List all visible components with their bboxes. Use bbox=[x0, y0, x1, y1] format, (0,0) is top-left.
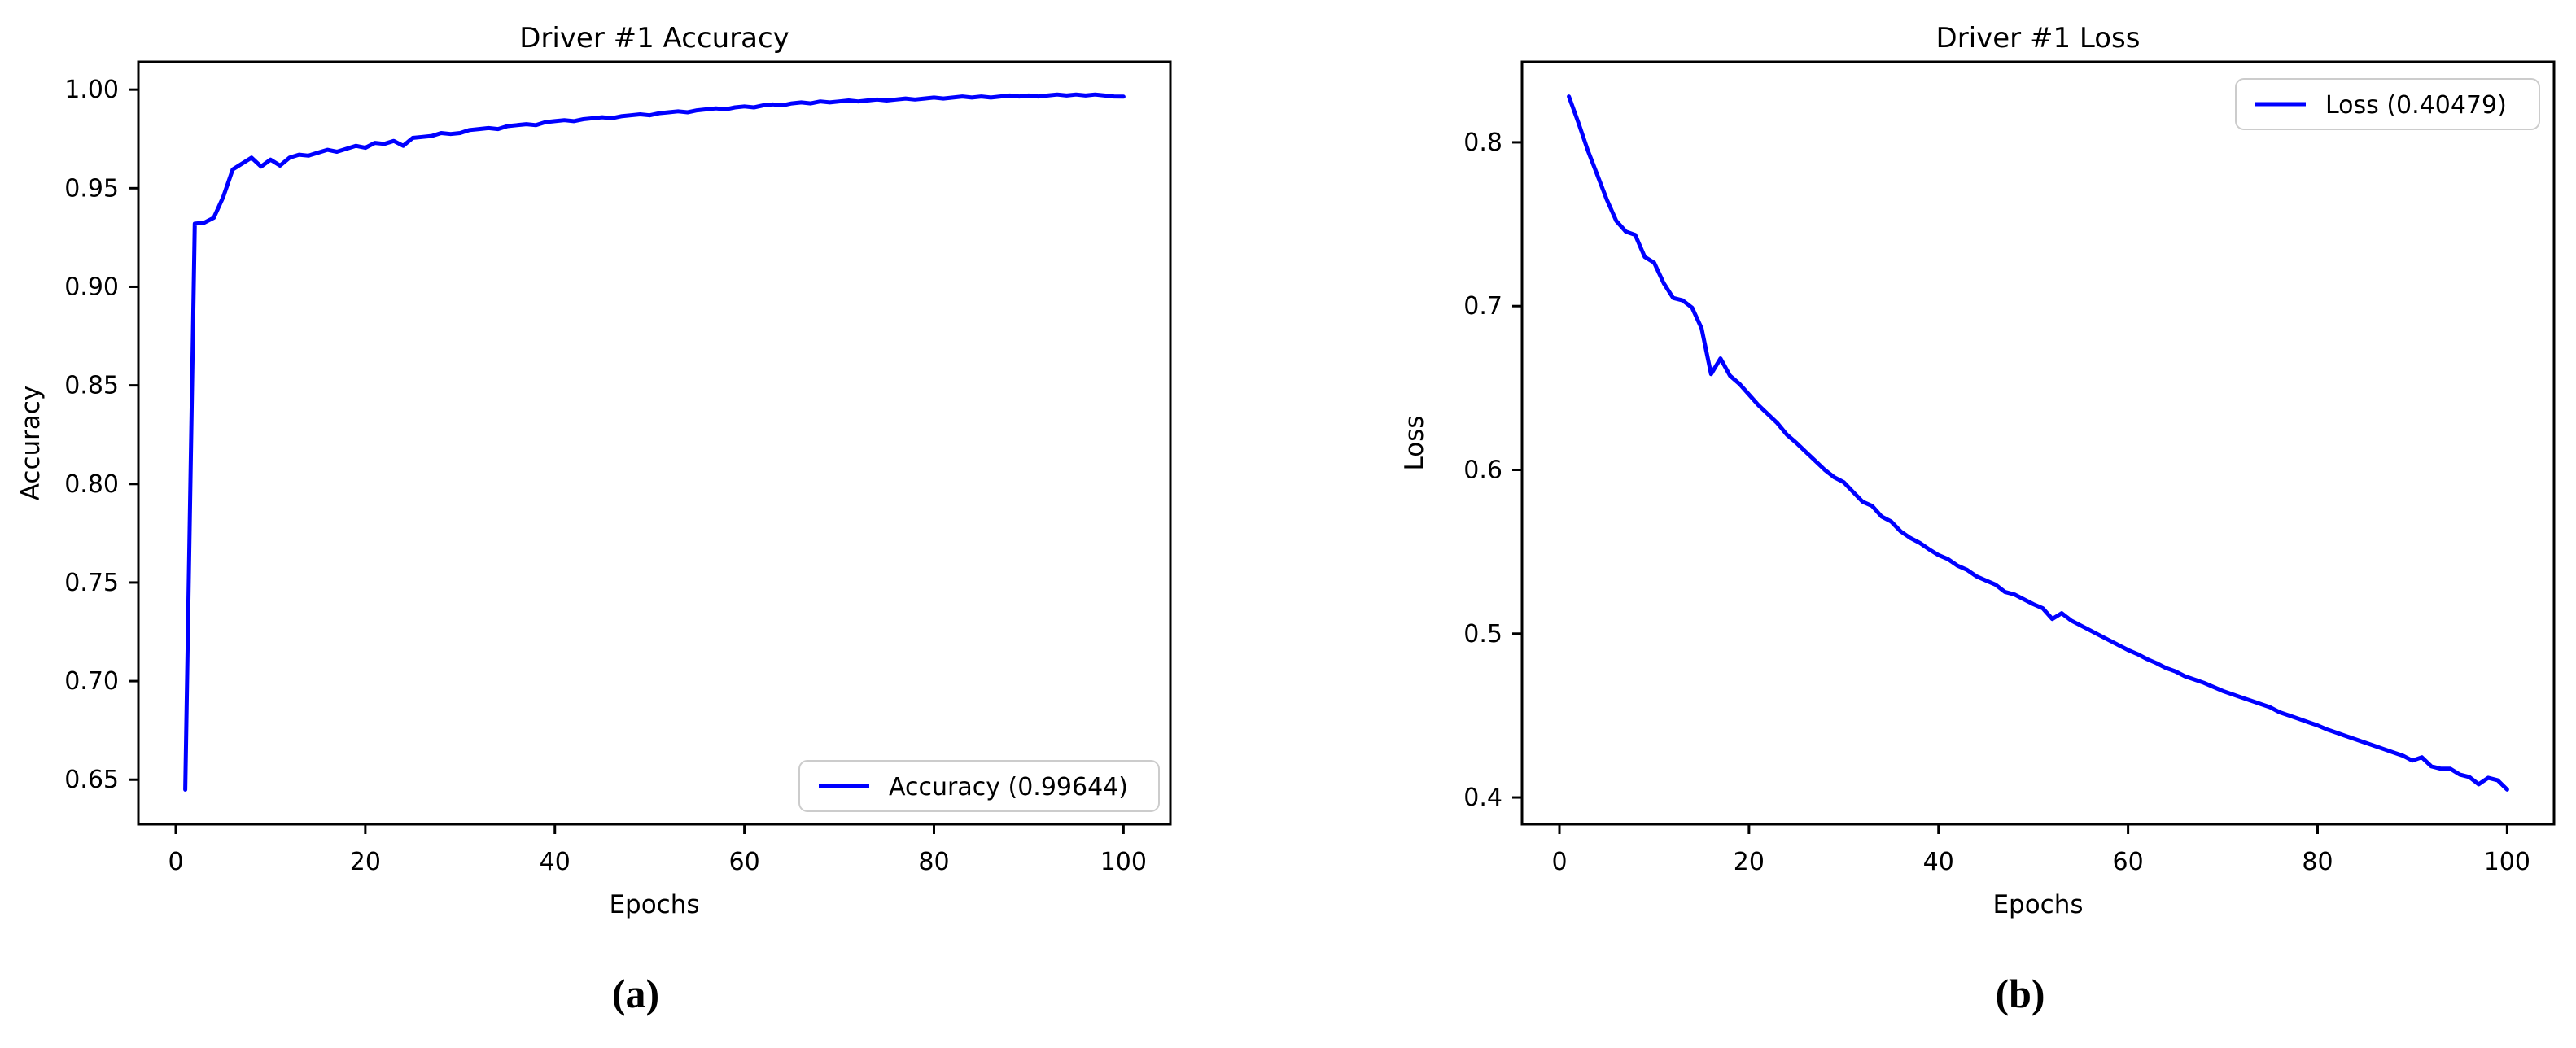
loss-x-tick-label: 60 bbox=[2113, 848, 2144, 876]
accuracy-legend: Accuracy (0.99644) bbox=[798, 760, 1160, 812]
loss-y-tick-label: 0.7 bbox=[1463, 292, 1502, 321]
loss-x-tick-label: 100 bbox=[2484, 848, 2530, 876]
accuracy-y-tick-label: 0.85 bbox=[64, 372, 119, 400]
accuracy-chart: Driver #1 Accuracy 0 20 40 60 80 100 Epochs 0.65… bbox=[16, 22, 1172, 919]
accuracy-x-tick-label: 80 bbox=[918, 848, 949, 876]
loss-plot-border bbox=[1520, 60, 2556, 826]
accuracy-y-tick-label: 0.80 bbox=[64, 470, 119, 499]
loss-chart-title: Driver #1 Loss bbox=[1936, 22, 2141, 55]
accuracy-legend-box bbox=[798, 760, 1160, 812]
loss-legend: Loss (0.40479) bbox=[2235, 78, 2540, 130]
accuracy-y-tick-label: 0.75 bbox=[64, 569, 119, 597]
accuracy-y-axis-label: Accuracy bbox=[16, 386, 46, 501]
accuracy-plot-border bbox=[137, 60, 1172, 826]
accuracy-series-line bbox=[183, 92, 1126, 792]
loss-y-tick-label: 0.6 bbox=[1463, 456, 1502, 484]
loss-y-tick-label: 0.5 bbox=[1463, 620, 1502, 648]
loss-x-axis-label: Epochs bbox=[1992, 890, 2083, 919]
accuracy-chart-title: Driver #1 Accuracy bbox=[519, 22, 789, 55]
accuracy-y-tick-label: 1.00 bbox=[64, 76, 119, 104]
loss-y-axis-label: Loss bbox=[1400, 416, 1429, 471]
loss-series-line bbox=[1567, 94, 2509, 792]
loss-x-tick-label: 40 bbox=[1923, 848, 1954, 876]
accuracy-x-tick-label: 60 bbox=[729, 848, 760, 876]
accuracy-y-tick-label: 0.70 bbox=[64, 667, 119, 696]
loss-y-tick-label: 0.4 bbox=[1463, 784, 1502, 812]
accuracy-x-axis-label: Epochs bbox=[609, 890, 699, 919]
accuracy-y-axis: 0.65 0.70 0.75 0.80 0.85 0.90 0.95 1.00 Accuracy bbox=[16, 76, 138, 794]
loss-y-tick-label: 0.8 bbox=[1463, 129, 1502, 157]
loss-x-tick-label: 20 bbox=[1734, 848, 1765, 876]
loss-legend-box bbox=[2235, 78, 2540, 130]
accuracy-y-tick-label: 0.65 bbox=[64, 766, 119, 794]
accuracy-x-axis: 0 20 40 60 80 100 Epochs bbox=[168, 824, 1147, 919]
loss-x-axis: 0 20 40 60 80 100 Epochs bbox=[1551, 824, 2530, 919]
subfigure-label-a: (a) bbox=[611, 971, 660, 1016]
accuracy-x-tick-label: 40 bbox=[540, 848, 571, 876]
loss-x-tick-label: 80 bbox=[2302, 848, 2333, 876]
accuracy-x-tick-label: 20 bbox=[350, 848, 381, 876]
loss-x-tick-label: 0 bbox=[1551, 848, 1567, 876]
accuracy-x-tick-label: 0 bbox=[168, 848, 183, 876]
accuracy-y-tick-label: 0.90 bbox=[64, 273, 119, 301]
accuracy-legend-label: Accuracy (0.99644) bbox=[889, 773, 1128, 801]
subfigure-label-b: (b) bbox=[1995, 971, 2045, 1016]
loss-legend-label: Loss (0.40479) bbox=[2325, 91, 2507, 120]
loss-y-axis: 0.4 0.5 0.6 0.7 0.8 Loss bbox=[1400, 129, 1522, 812]
accuracy-y-tick-label: 0.95 bbox=[64, 174, 119, 203]
accuracy-x-tick-label: 100 bbox=[1100, 848, 1147, 876]
